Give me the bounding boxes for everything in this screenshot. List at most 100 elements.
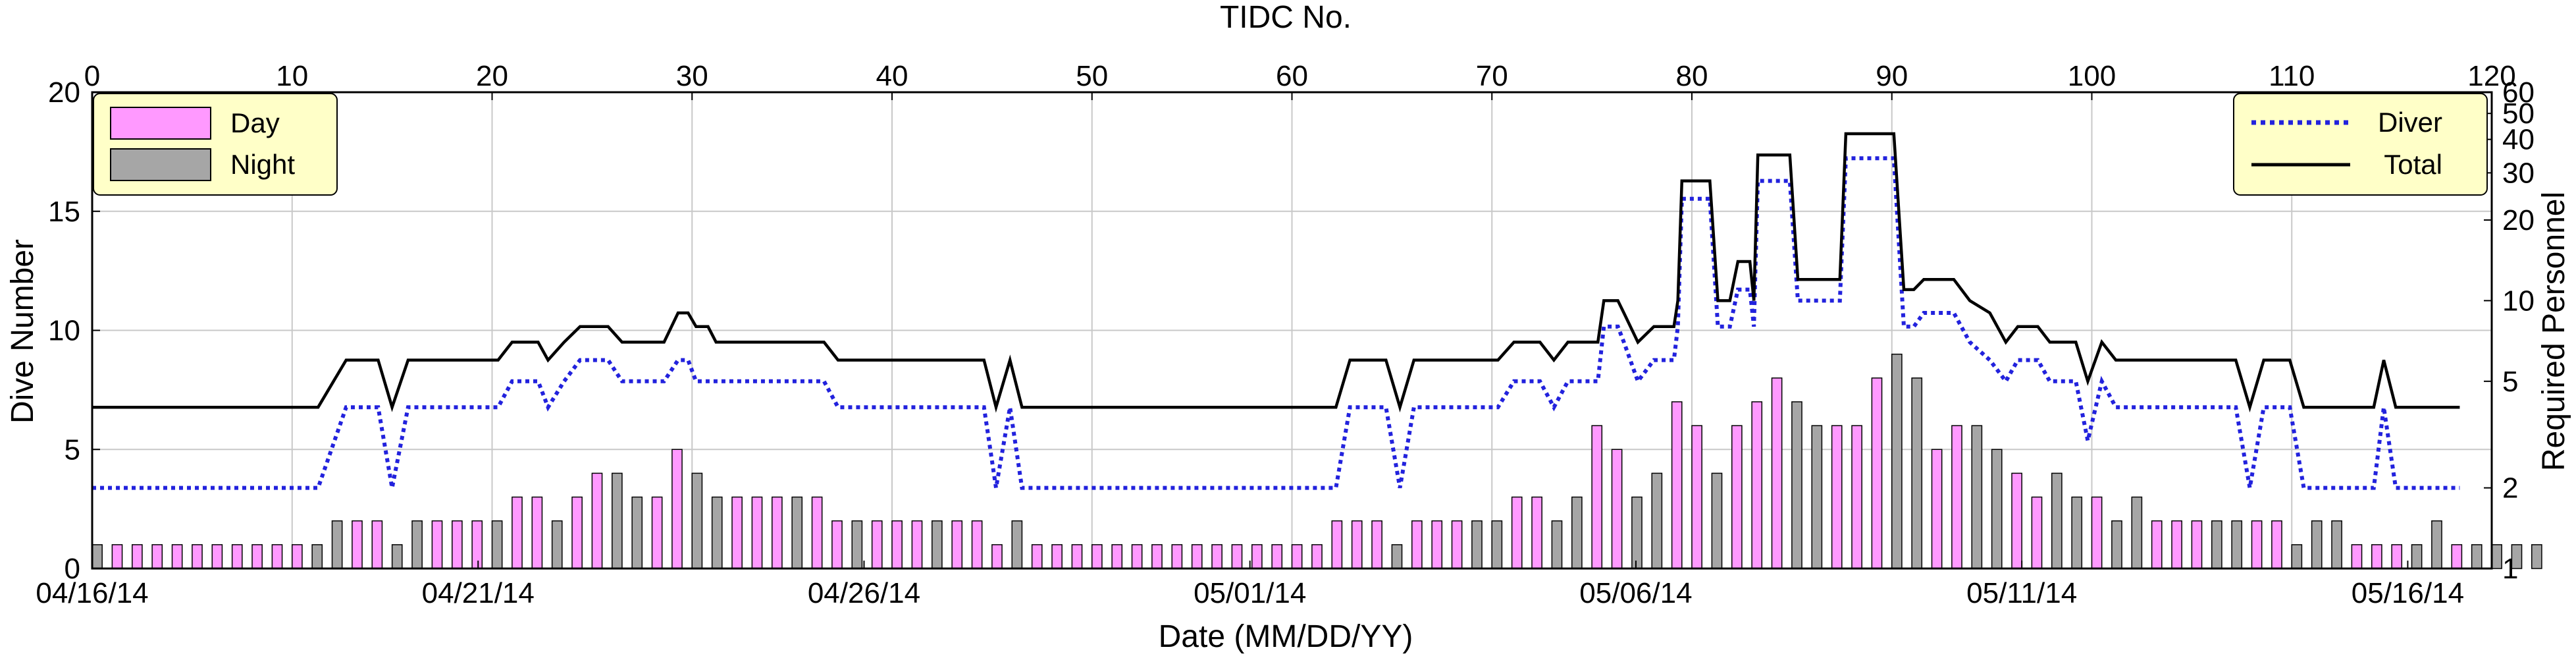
day-dive-bar bbox=[292, 544, 303, 569]
day-dive-bar bbox=[991, 544, 1003, 569]
day-dive-bar bbox=[1431, 520, 1443, 569]
night-dive-bar bbox=[411, 520, 423, 569]
day-dive-bar bbox=[571, 496, 583, 569]
y-axis-tick-label: 15 bbox=[48, 196, 80, 228]
top-axis-tick-label: 110 bbox=[2269, 60, 2315, 92]
day-dive-bar bbox=[211, 544, 223, 569]
top-axis-tick-label: 80 bbox=[1676, 60, 1708, 92]
legend-personnel-box bbox=[2233, 93, 2488, 196]
day-dive-bar bbox=[1151, 544, 1163, 569]
night-dive-bar bbox=[851, 520, 863, 569]
x-axis-tick-label: 05/01/14 bbox=[1194, 577, 1306, 609]
y2-axis-title: Required Personnel bbox=[2537, 192, 2571, 471]
day-dive-bar bbox=[151, 544, 163, 569]
x-axis-tick-label: 04/21/14 bbox=[422, 577, 535, 609]
day-dive-bar bbox=[271, 544, 283, 569]
day-dive-bar bbox=[1331, 520, 1343, 569]
day-dive-bar bbox=[891, 520, 903, 569]
day-dive-bar bbox=[651, 496, 663, 569]
y2-axis-tick-label: 5 bbox=[2502, 366, 2518, 398]
night-dive-bar bbox=[2051, 472, 2063, 569]
night-dive-bar bbox=[691, 472, 703, 569]
day-dive-bar bbox=[192, 544, 203, 569]
day-dive-bar bbox=[1611, 449, 1623, 569]
night-dive-bar bbox=[2231, 520, 2243, 569]
legend-total-label: Total bbox=[2384, 149, 2442, 180]
day-dive-bar bbox=[1251, 544, 1263, 569]
top-axis-tick-label: 100 bbox=[2068, 60, 2116, 92]
night-dive-bar bbox=[631, 496, 643, 569]
night-dive-bar bbox=[1911, 377, 1923, 569]
top-axis-tick-label: 30 bbox=[676, 60, 708, 92]
night-dive-bar bbox=[932, 520, 943, 569]
top-axis-tick-label: 40 bbox=[876, 60, 908, 92]
day-dive-bar bbox=[1771, 377, 1783, 569]
y2-axis-tick-label: 10 bbox=[2502, 285, 2535, 317]
day-dive-bar bbox=[1271, 544, 1283, 569]
day-dive-bar bbox=[1211, 544, 1222, 569]
y2-axis-tick-label: 1 bbox=[2502, 553, 2518, 585]
day-dive-bar bbox=[2371, 544, 2382, 569]
day-dive-bar bbox=[1291, 544, 1303, 569]
night-dive-bar bbox=[1891, 353, 1903, 569]
legend-day-swatch bbox=[110, 107, 211, 140]
total-personnel-line bbox=[92, 132, 2460, 413]
x-axis-title: Date (MM/DD/YY) bbox=[1159, 619, 1413, 654]
day-dive-bar bbox=[1591, 425, 1603, 569]
day-dive-bar bbox=[1091, 544, 1103, 569]
day-dive-bar bbox=[2191, 520, 2203, 569]
day-dive-bar bbox=[971, 520, 983, 569]
night-dive-bar bbox=[1551, 520, 1563, 569]
day-dive-bar bbox=[1531, 496, 1542, 569]
x-axis-tick-label: 04/26/14 bbox=[808, 577, 920, 609]
night-dive-bar bbox=[2211, 520, 2222, 569]
day-dive-bar bbox=[1931, 449, 1943, 569]
legend-diver-label: Diver bbox=[2378, 107, 2442, 138]
night-dive-bar bbox=[2491, 544, 2502, 569]
day-dive-bar bbox=[2351, 544, 2363, 569]
night-dive-bar bbox=[1711, 472, 1723, 569]
day-dive-bar bbox=[1831, 425, 1843, 569]
night-dive-bar bbox=[1011, 520, 1023, 569]
night-dive-bar bbox=[1791, 401, 1802, 569]
day-dive-bar bbox=[951, 520, 963, 569]
day-dive-bar bbox=[431, 520, 443, 569]
day-dive-bar bbox=[531, 496, 543, 569]
night-dive-bar bbox=[1651, 472, 1663, 569]
night-dive-bar bbox=[2071, 496, 2083, 569]
day-dive-bar bbox=[1171, 544, 1183, 569]
day-dive-bar bbox=[2171, 520, 2182, 569]
night-dive-bar bbox=[2431, 520, 2442, 569]
y2-axis-tick-label: 40 bbox=[2502, 124, 2535, 156]
night-dive-bar bbox=[1571, 496, 1583, 569]
day-dive-bar bbox=[1951, 425, 1962, 569]
day-dive-bar bbox=[2031, 496, 2043, 569]
day-dive-bar bbox=[1511, 496, 1523, 569]
day-dive-bar bbox=[1671, 401, 1683, 569]
top-axis-tick-label: 90 bbox=[1876, 60, 1908, 92]
night-dive-bar bbox=[1991, 449, 2003, 569]
day-dive-bar bbox=[751, 496, 763, 569]
y2-axis-tick-label: 2 bbox=[2502, 472, 2518, 505]
day-dive-bar bbox=[132, 544, 143, 569]
night-dive-bar bbox=[2131, 496, 2143, 569]
day-dive-bar bbox=[2251, 520, 2263, 569]
day-dive-bar bbox=[1311, 544, 1323, 569]
day-dive-bar bbox=[671, 449, 683, 569]
day-dive-bar bbox=[111, 544, 123, 569]
night-dive-bar bbox=[2311, 520, 2323, 569]
day-dive-bar bbox=[871, 520, 883, 569]
day-dive-bar bbox=[1851, 425, 1862, 569]
night-dive-bar bbox=[612, 472, 623, 569]
day-dive-bar bbox=[1071, 544, 1083, 569]
night-dive-bar bbox=[2331, 520, 2342, 569]
night-dive-bar bbox=[1631, 496, 1643, 569]
night-dive-bar bbox=[2111, 520, 2122, 569]
legend-night-swatch bbox=[110, 148, 211, 181]
y2-axis-tick-label: 20 bbox=[2502, 204, 2535, 236]
x-axis-tick-label: 04/16/14 bbox=[36, 577, 148, 609]
y-axis-title: Dive Number bbox=[5, 239, 40, 424]
day-dive-bar bbox=[2451, 544, 2463, 569]
day-dive-bar bbox=[1111, 544, 1123, 569]
y-axis-tick-label: 10 bbox=[48, 315, 80, 347]
